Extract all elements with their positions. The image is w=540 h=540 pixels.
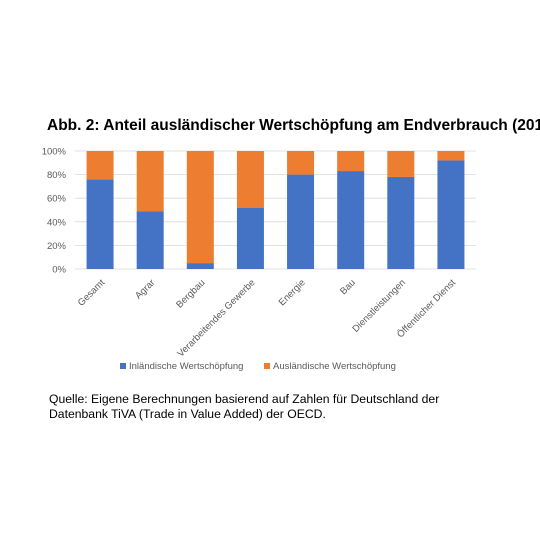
legend-label: Inländische Wertschöpfung [129,361,243,372]
bar-segment-inland [86,179,114,269]
y-tick-label: 20% [47,241,67,252]
y-tick-label: 40% [47,217,67,228]
x-tick-label: Gesamt [76,277,108,309]
x-tick-label: Energie [277,277,308,308]
bar-segment-ausland [437,151,465,161]
source-note: Quelle: Eigene Berechnungen basierend au… [49,392,440,421]
bar-segment-ausland [86,151,114,180]
y-axis-ticks: 0% 20% 40% 60% 80% 100% [42,147,67,276]
bar-segment-ausland [236,151,264,208]
bar-segment-inland [387,176,415,269]
bar-segment-inland [337,171,365,269]
legend: Inländische Wertschöpfung Ausländische We… [120,361,396,372]
y-tick-label: 100% [42,147,67,158]
y-tick-label: 0% [52,265,66,276]
bar-segment-ausland [136,151,164,212]
x-tick-label: Dienstleistungen [350,277,407,334]
legend-swatch [264,363,270,369]
bar-segment-inland [287,174,315,269]
x-tick-label: Agrar [133,277,157,301]
bar-segment-inland [437,160,465,269]
y-tick-label: 80% [47,170,67,181]
bars [86,151,465,269]
chart-title: Abb. 2: Anteil ausländischer Wertschöpfu… [47,117,540,134]
gridlines [75,150,476,270]
bar-segment-ausland [387,151,415,177]
x-tick-label: Bau [338,277,358,297]
bar-segment-inland [236,207,264,269]
bar-segment-ausland [287,151,315,175]
y-tick-label: 60% [47,194,67,205]
bar-segment-inland [186,263,214,269]
bar-segment-ausland [186,151,214,264]
legend-label: Ausländische Wertschöpfung [273,361,396,372]
bar-segment-ausland [337,151,365,172]
legend-swatch [120,363,126,369]
bar-segment-inland [136,211,164,269]
x-tick-label: Bergbau [174,277,207,310]
